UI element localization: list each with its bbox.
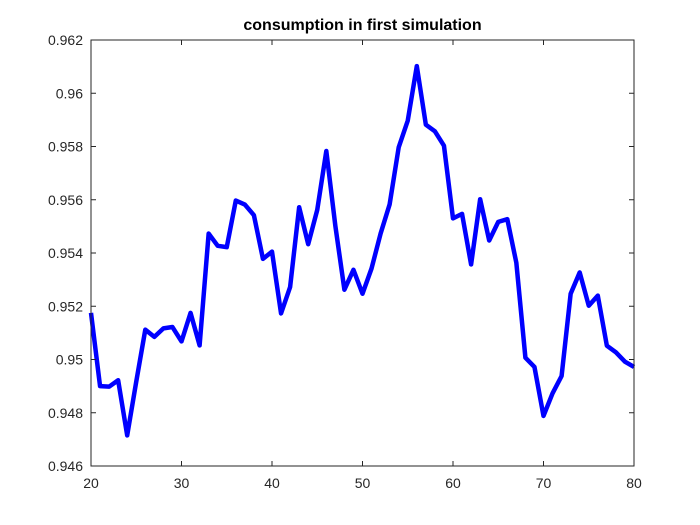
x-tick-label: 40 <box>264 475 280 491</box>
series-line <box>88 63 636 438</box>
x-tick-label: 70 <box>536 475 552 491</box>
chart-title: consumption in first simulation <box>243 17 481 34</box>
y-tick-label: 0.958 <box>48 139 83 155</box>
x-tick-label: 30 <box>174 475 190 491</box>
y-tick-label: 0.956 <box>48 192 83 208</box>
x-axis: 20 30 40 50 60 70 80 <box>83 40 642 491</box>
y-tick-label: 0.95 <box>56 352 83 368</box>
y-tick-label: 0.962 <box>48 32 83 48</box>
x-tick-label: 80 <box>626 475 642 491</box>
x-tick-label: 50 <box>355 475 371 491</box>
y-tick-label: 0.948 <box>48 405 83 421</box>
y-tick-label: 0.954 <box>48 245 83 261</box>
y-axis: 0.946 0.948 0.95 0.952 0.954 0.956 0.958 0.96 0.… <box>48 32 634 474</box>
y-tick-label: 0.952 <box>48 298 83 314</box>
series-layer <box>88 63 636 438</box>
y-tick-label: 0.946 <box>48 458 83 474</box>
x-tick-label: 20 <box>83 475 99 491</box>
x-tick-label: 60 <box>445 475 461 491</box>
plot-area <box>91 40 634 466</box>
y-tick-label: 0.96 <box>56 85 83 101</box>
